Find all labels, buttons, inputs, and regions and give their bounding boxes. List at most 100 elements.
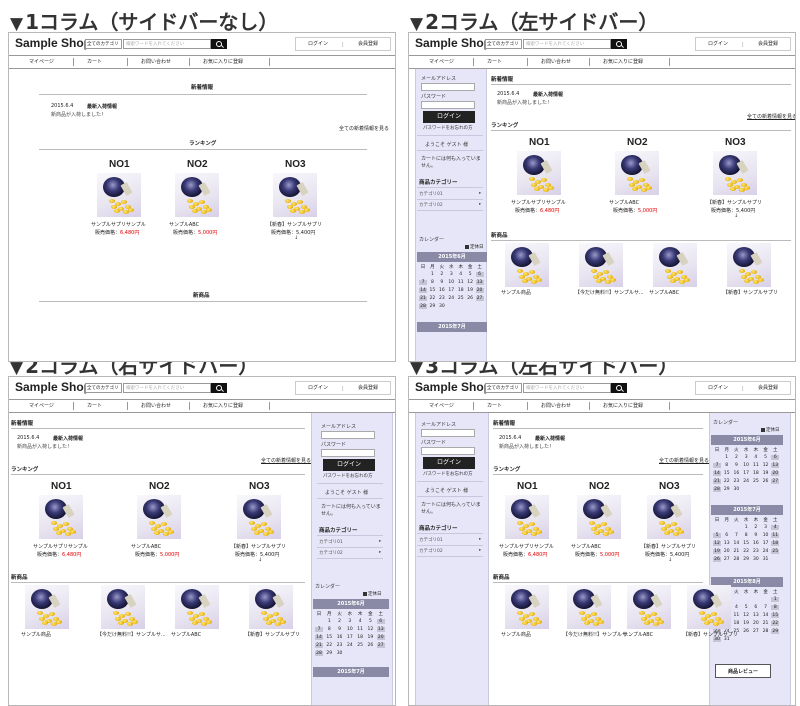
- ranking-product-image[interactable]: [175, 173, 219, 217]
- ranking-product-name[interactable]: サンプルサプリサンプル: [91, 222, 146, 228]
- category-item[interactable]: カテゴリ02: [419, 549, 443, 554]
- email-field[interactable]: [421, 429, 475, 437]
- ranking-product-name[interactable]: 【新春】サンプルサプリ: [267, 222, 322, 228]
- email-field[interactable]: [321, 431, 375, 439]
- new-product-image[interactable]: [25, 585, 69, 629]
- new-product-image[interactable]: [653, 243, 697, 287]
- new-product-image[interactable]: [727, 243, 771, 287]
- site-logo[interactable]: Sample Shop: [415, 380, 492, 394]
- new-product-name[interactable]: サンプルABC: [623, 632, 654, 638]
- login-link[interactable]: ログイン: [308, 385, 329, 391]
- new-product-name[interactable]: 【新春】サンプルサプリ: [683, 632, 738, 638]
- nav-item[interactable]: カート: [487, 403, 503, 409]
- ranking-product-image[interactable]: [97, 173, 141, 217]
- login-link[interactable]: ログイン: [308, 41, 329, 47]
- ranking-product-image[interactable]: [713, 151, 757, 195]
- new-product-name[interactable]: 【新春】サンプルサプリ: [723, 290, 778, 296]
- search-button[interactable]: [611, 383, 627, 393]
- nav-item[interactable]: マイページ: [29, 403, 54, 409]
- search-button[interactable]: [211, 383, 227, 393]
- category-item[interactable]: カテゴリ01: [419, 538, 443, 543]
- new-product-name[interactable]: 【今だけ無料!!】サンプルサ...: [563, 632, 632, 638]
- ranking-product-image[interactable]: [517, 151, 561, 195]
- search-input[interactable]: 検索ワードを入れてください: [123, 383, 211, 393]
- new-product-image[interactable]: [687, 585, 731, 629]
- nav-item[interactable]: カート: [487, 59, 503, 65]
- all-news-link[interactable]: 全ての新着情報を見る: [747, 114, 796, 120]
- nav-item[interactable]: お気に入りに登録: [603, 59, 644, 65]
- login-button[interactable]: ログイン: [323, 459, 375, 471]
- email-field[interactable]: [421, 83, 475, 91]
- ranking-product-name[interactable]: サンプルABC: [131, 544, 162, 550]
- nav-item[interactable]: カート: [87, 403, 103, 409]
- ranking-product-name[interactable]: サンプルABC: [571, 544, 602, 550]
- nav-item[interactable]: お気に入りに登録: [203, 59, 244, 65]
- nav-item[interactable]: マイページ: [429, 59, 454, 65]
- new-product-name[interactable]: 【新春】サンプルサプリ: [245, 632, 300, 638]
- news-headline[interactable]: 最新入荷情報: [53, 436, 84, 442]
- new-product-image[interactable]: [505, 243, 549, 287]
- ranking-product-name[interactable]: サンプルABC: [609, 200, 640, 206]
- nav-item[interactable]: お問い合わせ: [541, 403, 572, 409]
- password-field[interactable]: [421, 447, 475, 455]
- nav-item[interactable]: お問い合わせ: [541, 59, 572, 65]
- new-product-image[interactable]: [627, 585, 671, 629]
- news-headline[interactable]: 最新入荷情報: [533, 92, 564, 98]
- ranking-product-image[interactable]: [237, 495, 281, 539]
- category-select[interactable]: 全てのカテゴリ: [85, 383, 122, 393]
- ranking-product-name[interactable]: サンプルサプリサンプル: [499, 544, 554, 550]
- search-button[interactable]: [611, 39, 627, 49]
- ranking-product-image[interactable]: [137, 495, 181, 539]
- new-product-name[interactable]: 【今だけ無料!!】サンプルサ...: [97, 632, 166, 638]
- category-item[interactable]: カテゴリ02: [419, 203, 443, 208]
- nav-item[interactable]: お問い合わせ: [141, 59, 172, 65]
- new-product-name[interactable]: サンプル商品: [21, 632, 51, 638]
- ranking-product-image[interactable]: [577, 495, 621, 539]
- new-product-image[interactable]: [567, 585, 611, 629]
- search-button[interactable]: [211, 39, 227, 49]
- login-link[interactable]: ログイン: [708, 41, 729, 47]
- all-news-link[interactable]: 全ての新着情報を見る: [261, 458, 312, 464]
- new-product-name[interactable]: サンプル商品: [501, 290, 531, 296]
- login-link[interactable]: ログイン: [708, 385, 729, 391]
- nav-item[interactable]: マイページ: [429, 403, 454, 409]
- new-product-image[interactable]: [175, 585, 219, 629]
- password-field[interactable]: [421, 101, 475, 109]
- register-link[interactable]: 会員登録: [358, 41, 379, 47]
- search-input[interactable]: 検索ワードを入れてください: [523, 39, 611, 49]
- new-product-image[interactable]: [101, 585, 145, 629]
- category-select[interactable]: 全てのカテゴリ: [485, 39, 522, 49]
- product-review-button[interactable]: 商品レビュー: [715, 664, 771, 678]
- register-link[interactable]: 会員登録: [758, 385, 779, 391]
- site-logo[interactable]: Sample Shop: [15, 36, 92, 50]
- nav-item[interactable]: マイページ: [29, 59, 54, 65]
- site-logo[interactable]: Sample Shop: [415, 36, 492, 50]
- category-select[interactable]: 全てのカテゴリ: [485, 383, 522, 393]
- nav-item[interactable]: カート: [87, 59, 103, 65]
- site-logo[interactable]: Sample Shop: [15, 380, 92, 394]
- ranking-product-name[interactable]: サンプルサプリサンプル: [511, 200, 566, 206]
- ranking-product-name[interactable]: 【新春】サンプルサプリ: [641, 544, 696, 550]
- new-product-image[interactable]: [579, 243, 623, 287]
- all-news-link[interactable]: 全ての新着情報を見る: [339, 126, 390, 132]
- password-field[interactable]: [321, 449, 375, 457]
- ranking-product-name[interactable]: 【新春】サンプルサプリ: [231, 544, 286, 550]
- all-news-link[interactable]: 全ての新着情報を見る: [659, 458, 710, 464]
- ranking-product-image[interactable]: [273, 173, 317, 217]
- new-product-image[interactable]: [505, 585, 549, 629]
- nav-item[interactable]: お気に入りに登録: [603, 403, 644, 409]
- login-button[interactable]: ログイン: [423, 457, 475, 469]
- nav-item[interactable]: お気に入りに登録: [203, 403, 244, 409]
- new-product-name[interactable]: サンプルABC: [649, 290, 680, 296]
- ranking-product-name[interactable]: サンプルABC: [169, 222, 200, 228]
- ranking-product-name[interactable]: サンプルサプリサンプル: [33, 544, 88, 550]
- login-button[interactable]: ログイン: [423, 111, 475, 123]
- ranking-product-image[interactable]: [615, 151, 659, 195]
- search-input[interactable]: 検索ワードを入れてください: [123, 39, 211, 49]
- new-product-name[interactable]: サンプル商品: [501, 632, 531, 638]
- register-link[interactable]: 会員登録: [358, 385, 379, 391]
- category-item[interactable]: カテゴリ02: [319, 551, 343, 556]
- register-link[interactable]: 会員登録: [758, 41, 779, 47]
- search-input[interactable]: 検索ワードを入れてください: [523, 383, 611, 393]
- ranking-product-name[interactable]: 【新春】サンプルサプリ: [707, 200, 762, 206]
